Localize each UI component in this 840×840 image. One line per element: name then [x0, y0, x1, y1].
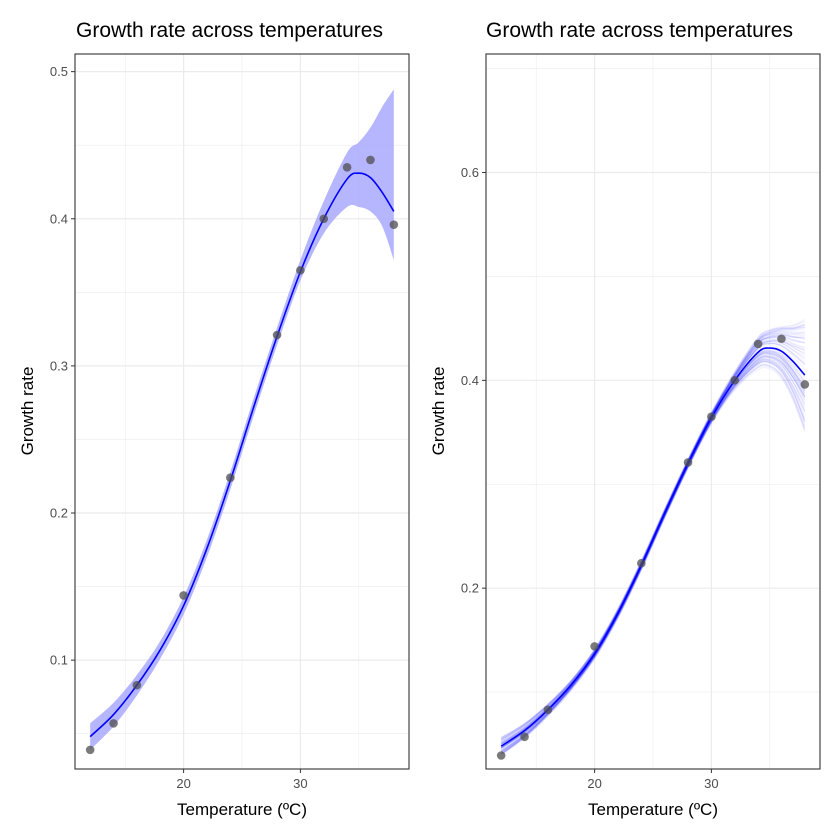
chart-left-band-layer — [90, 89, 394, 750]
data-point — [590, 642, 599, 651]
bootstrap-curve — [500, 339, 806, 745]
bootstrap-curve — [500, 345, 806, 740]
chart-left-x-axis-title: Temperature (ºC) — [177, 800, 307, 819]
y-tick-label: 0.5 — [50, 64, 68, 79]
data-point — [637, 558, 646, 568]
data-point — [342, 162, 352, 172]
chart-left-y-ticks: 0.1 0.2 0.3 0.4 0.5 — [50, 64, 75, 668]
bootstrap-curve — [500, 338, 806, 741]
bootstrap-curve — [500, 337, 806, 744]
x-tick-label: 20 — [176, 776, 190, 791]
chart-left-grid — [75, 54, 409, 769]
data-point — [366, 155, 375, 165]
bootstrap-curve — [500, 355, 806, 751]
data-point — [753, 339, 763, 349]
data-point — [319, 214, 329, 224]
fit-line — [500, 347, 806, 747]
chart-left-x-ticks: 20 30 — [176, 769, 308, 791]
bootstrap-curve — [500, 358, 806, 754]
bootstrap-curve — [500, 333, 805, 745]
data-point — [179, 591, 188, 600]
chart-right-x-axis-title: Temperature (ºC) — [588, 800, 718, 819]
bootstrap-curve — [500, 330, 805, 743]
chart-left-y-axis-title: Growth rate — [18, 367, 37, 456]
bootstrap-curve — [500, 365, 806, 748]
bootstrap-curve — [500, 360, 806, 752]
chart-right-grid — [486, 54, 820, 769]
bootstrap-curve — [500, 359, 806, 749]
chart-left-title: Growth rate across temperatures — [76, 19, 383, 42]
chart-left: Growth rate across temperatures 20 30 0.1… — [18, 19, 410, 819]
data-point — [226, 473, 235, 483]
bootstrap-curve — [500, 326, 805, 740]
chart-left-points — [85, 155, 399, 755]
data-point — [272, 330, 282, 340]
bootstrap-curve — [500, 358, 806, 753]
bootstrap-curve — [500, 361, 806, 754]
data-point — [777, 334, 786, 344]
data-point — [543, 705, 553, 715]
chart-right-line-layer — [500, 347, 806, 747]
chart-right-x-ticks: 20 30 — [587, 769, 719, 791]
bootstrap-curve — [500, 364, 806, 749]
data-point — [109, 719, 118, 728]
bootstrap-curve — [500, 364, 806, 749]
y-tick-label: 0.2 — [50, 506, 68, 521]
x-tick-label: 30 — [704, 776, 718, 791]
bootstrap-curve — [500, 354, 806, 753]
bootstrap-curve — [500, 336, 806, 739]
bootstrap-curve — [500, 363, 806, 750]
data-point — [496, 751, 506, 760]
bootstrap-curve — [500, 326, 805, 742]
fit-line — [89, 172, 395, 738]
bootstrap-curve — [500, 356, 806, 756]
data-point — [707, 412, 716, 421]
confidence-band — [90, 89, 394, 750]
y-tick-label: 0.6 — [461, 165, 479, 180]
data-point — [683, 458, 693, 467]
bootstrap-curve — [500, 366, 806, 755]
bootstrap-curve — [500, 359, 806, 749]
chart-right-title: Growth rate across temperatures — [486, 19, 793, 42]
chart-right-y-axis-title: Growth rate — [429, 367, 448, 456]
data-point — [85, 745, 95, 755]
y-tick-label: 0.4 — [461, 373, 479, 388]
bootstrap-curve — [500, 356, 806, 756]
y-tick-label: 0.2 — [461, 581, 479, 596]
bootstrap-curve — [500, 320, 806, 747]
data-point — [296, 265, 305, 275]
bootstrap-curve — [500, 332, 805, 740]
bootstrap-curve — [500, 353, 806, 755]
chart-right-points — [496, 334, 810, 760]
bootstrap-curve — [500, 340, 806, 741]
y-tick-label: 0.3 — [50, 358, 68, 373]
bootstrap-curve — [500, 355, 806, 751]
chart-right-panel-border — [485, 53, 821, 770]
y-tick-label: 0.4 — [50, 211, 68, 226]
y-tick-label: 0.1 — [50, 653, 68, 668]
bootstrap-curve — [500, 343, 806, 739]
data-point — [730, 376, 740, 385]
chart-right: Growth rate across temperatures 20 30 0.2… — [429, 19, 821, 819]
chart-left-line-layer — [89, 172, 395, 738]
chart-left-panel-border — [74, 53, 410, 770]
bootstrap-curve — [500, 355, 806, 752]
data-point — [520, 732, 529, 742]
data-point — [389, 220, 399, 229]
chart-right-y-ticks: 0.2 0.4 0.6 — [461, 165, 486, 596]
data-point — [800, 380, 810, 389]
bootstrap-curve — [500, 335, 805, 746]
x-tick-label: 20 — [587, 776, 601, 791]
x-tick-label: 30 — [293, 776, 307, 791]
data-point — [132, 680, 142, 690]
